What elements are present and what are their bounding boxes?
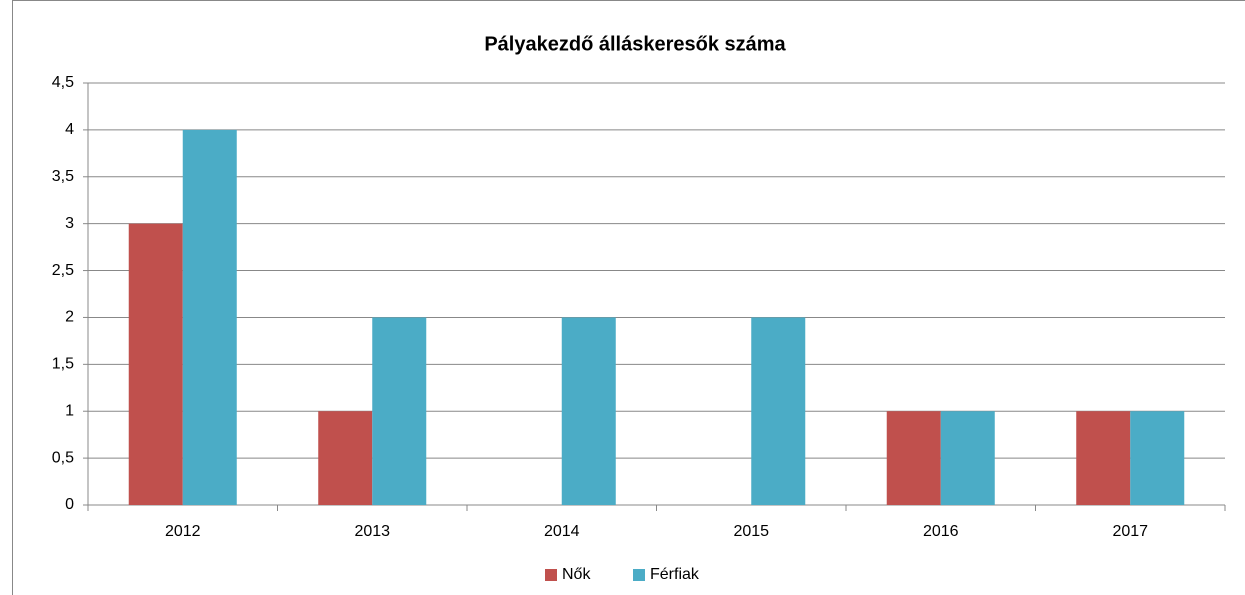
y-tick-label: 3 bbox=[65, 215, 74, 232]
bar bbox=[751, 317, 806, 505]
bar bbox=[318, 411, 373, 505]
bar bbox=[561, 317, 616, 505]
chart-title: Pályakezdő álláskeresők száma bbox=[484, 33, 786, 55]
legend-swatch bbox=[545, 569, 557, 581]
y-tick-label: 1,5 bbox=[52, 356, 74, 373]
y-tick-label: 0 bbox=[65, 496, 74, 513]
bar bbox=[1130, 411, 1185, 505]
legend-label: Férfiak bbox=[650, 566, 700, 583]
y-tick-label: 2,5 bbox=[52, 262, 74, 279]
x-tick-label: 2013 bbox=[354, 523, 390, 540]
y-tick-label: 3,5 bbox=[52, 168, 74, 185]
x-tick-label: 2017 bbox=[1112, 523, 1148, 540]
bar bbox=[372, 317, 427, 505]
legend-label: Nők bbox=[562, 566, 591, 583]
bar bbox=[1076, 411, 1131, 505]
legend-swatch bbox=[633, 569, 645, 581]
y-tick-label: 1 bbox=[65, 402, 74, 419]
x-tick-label: 2014 bbox=[544, 523, 580, 540]
bar bbox=[886, 411, 941, 505]
bar bbox=[182, 129, 237, 505]
bar bbox=[940, 411, 995, 505]
bar bbox=[128, 223, 183, 505]
x-tick-label: 2016 bbox=[923, 523, 959, 540]
y-tick-label: 4 bbox=[65, 121, 74, 138]
x-tick-label: 2012 bbox=[165, 523, 201, 540]
y-tick-label: 4,5 bbox=[52, 74, 74, 91]
x-tick-label: 2015 bbox=[733, 523, 769, 540]
y-tick-label: 0,5 bbox=[52, 449, 74, 466]
y-tick-label: 2 bbox=[65, 309, 74, 326]
